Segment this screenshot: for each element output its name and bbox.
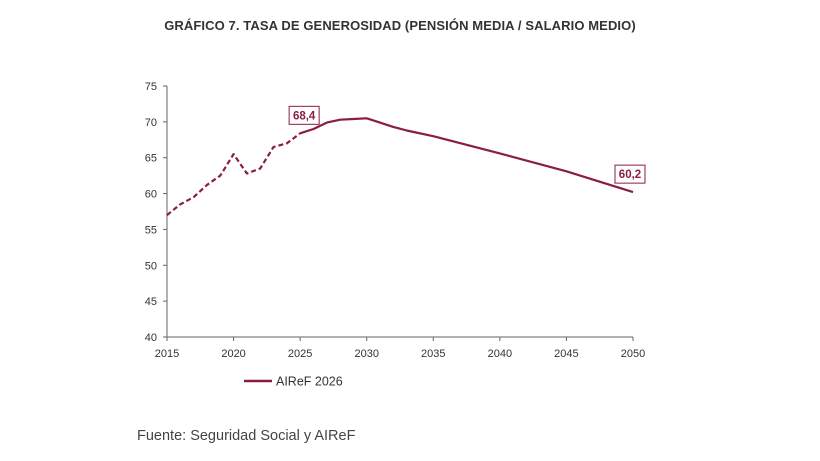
x-tick-label: 2025 <box>288 348 312 360</box>
legend: AIReF 2026 <box>244 375 343 389</box>
y-axis: 40 45 50 55 60 65 70 75 <box>145 81 168 344</box>
y-tick-label: 40 <box>145 332 157 344</box>
x-tick-label: 2020 <box>221 348 245 360</box>
data-label-box <box>614 164 646 184</box>
x-tick-label: 2015 <box>155 348 179 360</box>
data-label-box <box>288 105 320 125</box>
y-tick-label: 50 <box>145 260 157 272</box>
data-label: 60,2 <box>619 169 641 181</box>
series-aireF-line <box>299 117 634 194</box>
x-tick-label: 2045 <box>554 348 578 360</box>
legend-label: AIReF 2026 <box>276 375 343 389</box>
x-tick-label: 2040 <box>488 348 512 360</box>
y-tick-label: 70 <box>145 117 157 129</box>
data-label: 68,4 <box>293 110 316 122</box>
chart-title: GRÁFICO 7. TASA DE GENEROSIDAD (PENSIÓN … <box>164 18 636 33</box>
series-layer <box>166 117 634 216</box>
annotation-layer: 68,4 60,2 <box>288 105 646 184</box>
y-tick-label: 55 <box>145 224 157 236</box>
y-tick-label: 60 <box>145 189 157 201</box>
y-tick-label: 75 <box>145 81 157 93</box>
source-note: Fuente: Seguridad Social y AIReF <box>137 428 356 444</box>
x-axis: 2015 2020 2025 2030 2035 2040 2045 2050 <box>155 336 645 360</box>
series-historical-line <box>166 132 301 216</box>
y-tick-label: 45 <box>145 296 157 308</box>
y-tick-label: 65 <box>145 153 157 165</box>
x-tick-label: 2050 <box>621 348 645 360</box>
x-tick-label: 2035 <box>421 348 445 360</box>
x-tick-label: 2030 <box>354 348 378 360</box>
